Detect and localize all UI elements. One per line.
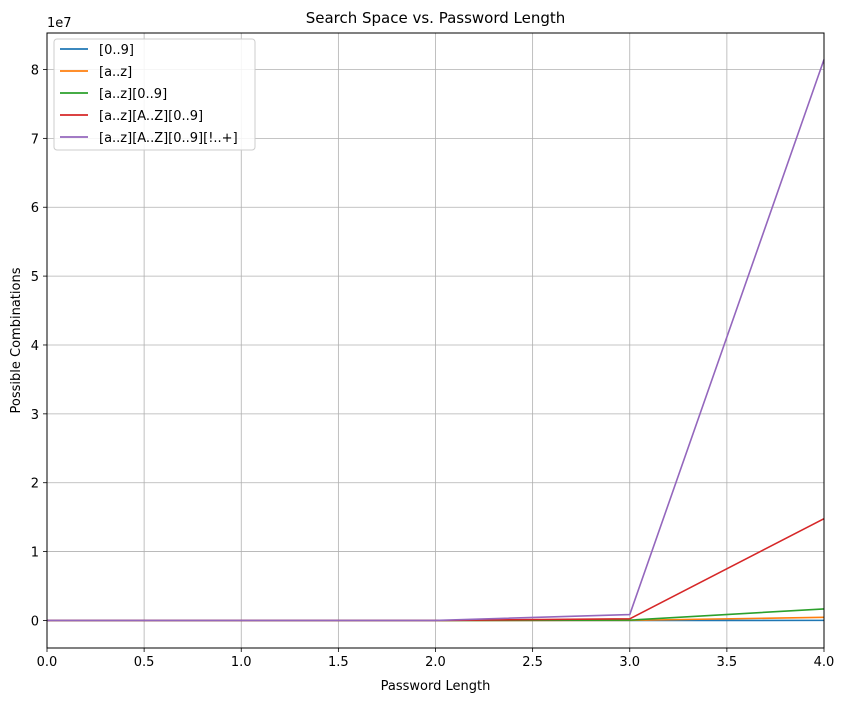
x-axis-ticks: 0.0 0.5 1.0 1.5 2.0 2.5 3.0 3.5 4.0 [37, 648, 835, 670]
x-tick-label: 3.0 [619, 655, 640, 670]
legend-entry-label: [0..9] [99, 43, 134, 58]
legend-entry-label: [a..z][A..Z][0..9] [99, 109, 203, 124]
y-tick-label: 4 [31, 339, 39, 354]
y-tick-label: 7 [31, 132, 39, 147]
x-tick-label: 3.5 [717, 655, 738, 670]
series-lines [47, 59, 825, 622]
legend-entry-label: [a..z][0..9] [99, 87, 167, 102]
y-tick-label: 5 [31, 270, 39, 285]
x-axis-label: Password Length [381, 679, 491, 694]
y-tick-label: 6 [31, 201, 39, 216]
x-tick-label: 2.5 [522, 655, 543, 670]
x-tick-label: 0.0 [37, 655, 58, 670]
x-tick-label: 2.0 [425, 655, 446, 670]
chart-title: Search Space vs. Password Length [306, 9, 566, 27]
y-tick-label: 2 [31, 477, 39, 492]
legend-box [53, 38, 256, 151]
x-tick-label: 0.5 [134, 655, 155, 670]
legend-entry-label: [a..z] [99, 65, 132, 80]
y-tick-label: 1 [31, 546, 39, 561]
y-axis-offset-text: 1e7 [47, 16, 72, 31]
y-tick-label: 3 [31, 408, 39, 423]
y-axis-ticks: 0 1 2 3 4 5 6 7 8 [31, 64, 47, 629]
legend: [0..9] [a..z] [a..z][0..9] [a..z][A..Z][0..… [53, 38, 256, 151]
x-tick-label: 1.0 [231, 655, 252, 670]
series-line-5 [47, 59, 825, 622]
x-tick-label: 1.5 [328, 655, 349, 670]
y-axis-label: Possible Combinations [9, 267, 24, 413]
legend-entry-label: [a..z][A..Z][0..9][!..+] [99, 131, 238, 146]
y-tick-label: 0 [31, 614, 39, 629]
x-tick-label: 4.0 [814, 655, 835, 670]
y-tick-label: 8 [31, 64, 39, 79]
